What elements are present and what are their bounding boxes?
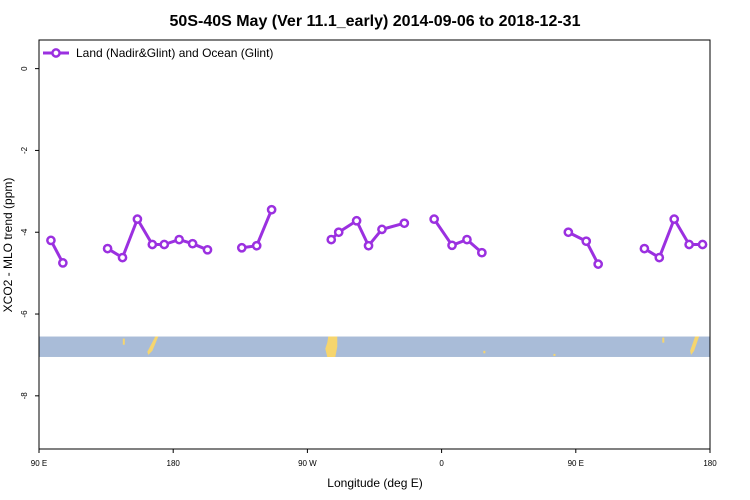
plot-frame [38, 39, 711, 450]
y-axis-label: XCO2 - MLO trend (ppm) [1, 178, 15, 313]
x-tick-label: 90 E [568, 459, 584, 468]
series-line [567, 230, 600, 265]
data-point [333, 227, 344, 238]
legend: Land (Nadir&Glint) and Ocean (Glint) [43, 46, 273, 60]
data-point [399, 218, 410, 229]
data-point [593, 259, 604, 269]
data-point [202, 244, 213, 255]
y-tick-label: -4 [20, 228, 29, 236]
series-line [643, 217, 703, 260]
data-point [147, 239, 158, 250]
x-tick-label: 180 [167, 459, 181, 468]
chart-title: 50S-40S May (Ver 11.1_early) 2014-09-06 … [170, 13, 581, 30]
data-point [102, 243, 113, 254]
y-tick-label: -2 [20, 146, 29, 154]
data-point [377, 224, 387, 235]
land-patch [662, 337, 665, 343]
data-point [58, 258, 68, 268]
land-patch [122, 338, 125, 345]
map-band [39, 336, 710, 357]
land-patch [483, 350, 486, 354]
x-tick-label: 0 [439, 459, 444, 468]
data-point [266, 204, 277, 215]
data-point [447, 240, 457, 251]
data-point [326, 234, 337, 245]
data-point [351, 215, 362, 226]
data-point [654, 252, 665, 263]
data-point [697, 239, 708, 250]
data-point [251, 240, 262, 251]
y-tick-label: 0 [20, 66, 29, 71]
land-patch [325, 336, 338, 357]
legend-marker [51, 48, 61, 58]
y-axis: 0 -2 -4 -6 -8 [20, 66, 39, 400]
data-point [174, 234, 185, 245]
x-tick-label: 90 W [298, 459, 317, 468]
data-point [563, 227, 574, 238]
data-point [132, 214, 143, 224]
ocean-band [39, 336, 710, 357]
data-point [363, 240, 374, 251]
x-axis: 90 E 180 90 W 0 90 E 180 [31, 449, 717, 468]
x-tick-label: 90 E [31, 459, 47, 468]
series-line [106, 217, 209, 260]
data-point [462, 234, 472, 245]
data-point [581, 236, 592, 247]
x-tick-label: 180 [703, 459, 717, 468]
y-tick-label: -6 [20, 310, 29, 318]
x-axis-label: Longitude (deg E) [327, 476, 422, 490]
land-patch [553, 353, 556, 356]
data-point [429, 214, 439, 224]
land-patch [690, 336, 700, 355]
series-line [432, 218, 483, 254]
series-layer [46, 204, 708, 269]
data-point [159, 239, 170, 250]
data-point [236, 242, 247, 253]
data-point [117, 252, 128, 263]
data-point [477, 247, 487, 258]
data-point [639, 243, 650, 254]
y-tick-label: -8 [20, 392, 29, 400]
land-patch [147, 336, 159, 355]
legend-label: Land (Nadir&Glint) and Ocean (Glint) [76, 46, 273, 60]
data-point [46, 235, 56, 246]
data-point [187, 238, 198, 249]
data-point [684, 239, 694, 250]
data-point [669, 214, 680, 224]
